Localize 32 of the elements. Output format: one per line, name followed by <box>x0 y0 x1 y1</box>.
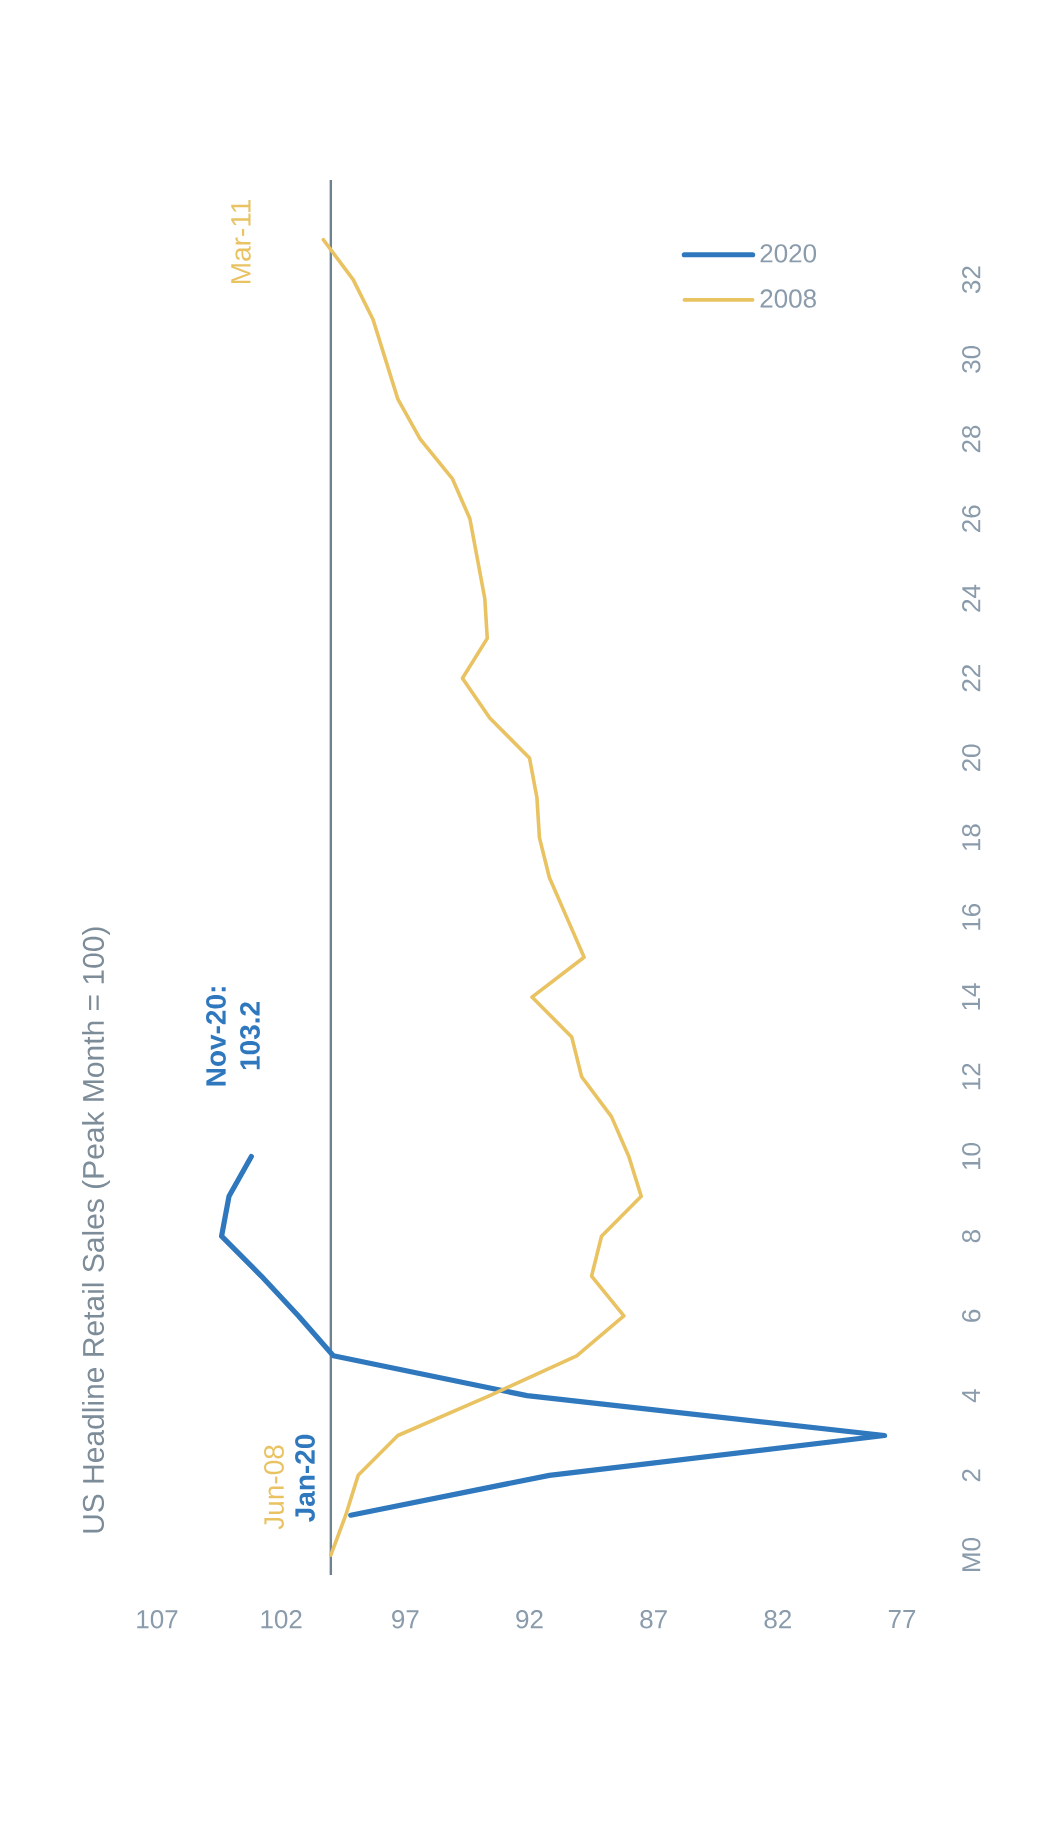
x-tick-label: 107 <box>137 1610 178 1629</box>
y-tick-label: 2 <box>962 1469 981 1482</box>
line-series <box>321 237 644 1557</box>
y-tick-label: 14 <box>962 983 980 1010</box>
y-tick-label: 28 <box>962 425 981 453</box>
y-tick-label: 12 <box>962 1063 981 1090</box>
y-tick-label: 22 <box>962 665 981 692</box>
x-tick-label: 102 <box>261 1610 302 1629</box>
x-tick-label: 97 <box>392 1610 419 1629</box>
y-tick-label: 24 <box>962 584 981 612</box>
legend-label: 2020 <box>760 244 817 263</box>
x-tick-label: 87 <box>640 1610 667 1629</box>
y-tick-label: 8 <box>962 1230 981 1243</box>
y-tick-label: 26 <box>962 505 981 532</box>
y-tick-label: 10 <box>962 1143 981 1169</box>
y-tick-label: 20 <box>962 744 981 772</box>
y-tick-label: 32 <box>962 266 981 294</box>
annotation: Mar-11 <box>231 200 251 283</box>
y-tick-label: 30 <box>962 345 981 373</box>
y-tick-label: 18 <box>962 824 981 851</box>
y-tick-label: M0 <box>962 1538 981 1571</box>
y-tick-label: 4 <box>962 1389 980 1403</box>
annotation: Jan-20 <box>295 1434 315 1522</box>
x-tick-label: 82 <box>764 1610 791 1629</box>
text: US Headline Retail Sales (Peak Month = 100) <box>82 927 110 1533</box>
x-tick-label: 92 <box>516 1610 543 1629</box>
x-tick-label: 77 <box>888 1610 916 1628</box>
y-tick-label: 16 <box>962 904 981 930</box>
annotation: Jun-08 <box>264 1445 284 1530</box>
y-tick-label: 6 <box>962 1309 981 1322</box>
legend-label: 2008 <box>760 289 816 308</box>
annotation: Nov-20: 103.2 <box>206 987 260 1086</box>
